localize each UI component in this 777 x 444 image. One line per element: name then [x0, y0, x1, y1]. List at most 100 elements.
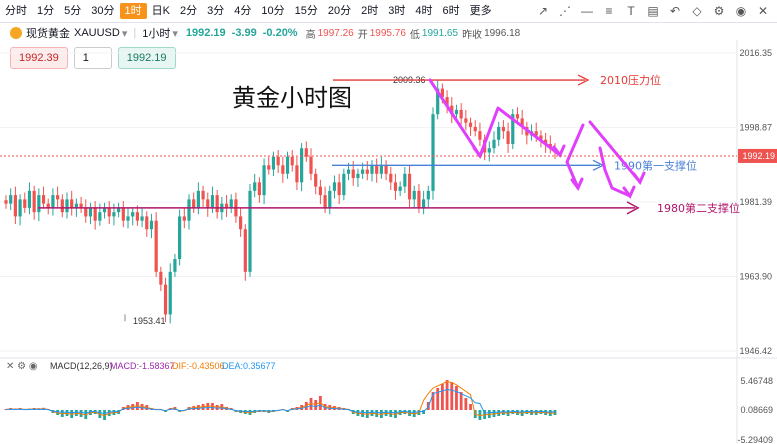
candle-body	[412, 190, 416, 200]
candle-body	[98, 212, 102, 221]
crosshair-icon[interactable]: ⋰	[559, 4, 571, 18]
candle-body	[4, 200, 8, 204]
channel-icon[interactable]: ≡	[605, 4, 613, 18]
timeframe-20分[interactable]: 20分	[327, 5, 352, 17]
candle-body	[206, 199, 210, 208]
gold-icon	[10, 27, 22, 39]
candle-body	[107, 207, 111, 217]
timeframe-5分[interactable]: 5分	[64, 5, 82, 17]
timeframe-toolbar: 分时 1分 5分 30分 1时 日K 2分 3分 4分 10分 15分 20分 2时 3时 4时 6时 更多 ↗ ⋰…	[0, 0, 777, 23]
horizontal-line-icon[interactable]: —	[581, 4, 593, 18]
y-tick-label: 1963.90	[739, 272, 772, 282]
undo-icon[interactable]: ↶	[669, 4, 681, 18]
timeframe-更多[interactable]: 更多	[469, 5, 492, 17]
candle-body	[182, 216, 186, 221]
symbol-code[interactable]: XAUUSD	[74, 27, 120, 39]
timeframe-3时[interactable]: 3时	[388, 5, 406, 17]
candle-body	[314, 173, 318, 187]
macd-bar	[445, 380, 449, 410]
settings-icon[interactable]: ⚙	[713, 4, 725, 18]
candle-body	[13, 195, 17, 217]
candle-body	[84, 207, 88, 217]
eraser-icon[interactable]: ◇	[692, 4, 702, 18]
macd-label: MACD(12,26,9)	[50, 361, 113, 371]
candle-body	[173, 259, 177, 272]
candle-body	[257, 182, 261, 196]
candle-body	[384, 165, 388, 174]
timeframe-10分[interactable]: 10分	[261, 5, 285, 17]
candle-body	[88, 207, 93, 217]
timeframe-4时[interactable]: 4时	[415, 5, 433, 17]
candle-body	[276, 156, 280, 166]
candle-body	[445, 97, 449, 106]
timeframe-分时[interactable]: 分时	[5, 5, 27, 17]
projection-arrow	[565, 123, 585, 190]
candle-body	[450, 105, 454, 115]
candle-body	[70, 199, 74, 208]
quantity-stepper[interactable]: 1	[73, 47, 112, 69]
candle-body	[370, 165, 374, 174]
macd-bar	[553, 410, 557, 415]
prev-label: 昨收	[462, 29, 483, 41]
candle-body	[417, 190, 421, 208]
timeframe-2分[interactable]: 2分	[179, 5, 198, 17]
macd-collapse-icon: ✕ ⚙ ◉	[6, 361, 38, 372]
projection-arrowhead	[552, 144, 566, 158]
candle-body	[309, 156, 313, 174]
candle-body	[515, 114, 520, 119]
low-value: 1991.65	[421, 27, 459, 39]
macd-tick-label: 5.46748	[740, 376, 773, 386]
chevron-down-icon[interactable]: ▾	[172, 27, 178, 40]
high-label: 高	[305, 29, 316, 41]
projection-arrow	[428, 78, 562, 158]
chevron-down-icon[interactable]: ▾	[121, 27, 128, 40]
candle-body	[27, 190, 32, 208]
candle-body	[464, 118, 468, 123]
candle-body	[323, 195, 327, 208]
dea-line	[5, 388, 556, 415]
candle-body	[436, 88, 440, 115]
timeframe-3分[interactable]: 3分	[207, 5, 225, 17]
dif-value: DIF:-0.43506	[172, 361, 225, 371]
timeframe-30分[interactable]: 30分	[91, 5, 115, 17]
price-change-pct: -0.20%	[262, 27, 298, 39]
candle-body	[337, 182, 341, 196]
delete-icon[interactable]: ✕	[757, 4, 769, 18]
candle-body	[168, 271, 172, 315]
candle-body	[544, 139, 548, 144]
timeframe-1分[interactable]: 1分	[37, 5, 55, 17]
interval-select[interactable]: 1小时	[142, 28, 171, 40]
fib-icon[interactable]: ▤	[647, 4, 659, 18]
candle-body	[131, 212, 135, 217]
candle-body	[379, 165, 383, 174]
dea-value: DEA:0.35677	[222, 361, 276, 371]
candle-body	[135, 212, 139, 221]
macd-tick-label: -5.29409	[737, 435, 773, 444]
candle-body	[398, 186, 402, 191]
y-tick-label: 1998.87	[739, 122, 772, 132]
symbol-name[interactable]: 现货黄金	[26, 28, 70, 40]
macd-bar	[422, 410, 426, 414]
candle-body	[365, 169, 369, 174]
timeframe-2时[interactable]: 2时	[361, 5, 379, 17]
timeframe-15分[interactable]: 15分	[294, 5, 318, 17]
candle-body	[407, 173, 412, 200]
candle-body	[356, 173, 360, 179]
timeframe-日K[interactable]: 日K	[151, 5, 170, 17]
text-icon[interactable]: T	[627, 4, 635, 18]
timeframe-1时[interactable]: 1时	[119, 3, 147, 19]
timeframe-4分[interactable]: 4分	[234, 5, 252, 17]
macd-bar	[469, 404, 472, 410]
candle-body	[60, 199, 64, 213]
y-tick-label: 2016.35	[739, 48, 772, 58]
draw-line-icon[interactable]: ↗	[537, 4, 549, 18]
candle-body	[239, 216, 243, 230]
candle-body	[478, 131, 482, 140]
candle-body	[393, 182, 398, 191]
candle-body	[328, 190, 332, 208]
timeframe-6时[interactable]: 6时	[442, 5, 460, 17]
candle-body	[215, 195, 219, 213]
low-label: 低	[409, 29, 420, 41]
candle-body	[459, 109, 463, 119]
visibility-icon[interactable]: ◉	[735, 4, 747, 18]
